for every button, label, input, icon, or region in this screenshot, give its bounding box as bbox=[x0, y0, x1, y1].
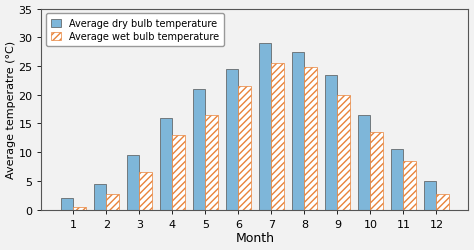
Bar bbox=[424, 181, 437, 210]
Bar bbox=[173, 136, 185, 210]
Bar bbox=[403, 161, 416, 210]
Bar bbox=[193, 90, 205, 210]
Bar bbox=[391, 150, 403, 210]
Bar bbox=[259, 44, 272, 210]
Bar bbox=[94, 184, 107, 210]
Bar bbox=[272, 64, 284, 210]
Bar bbox=[292, 52, 304, 210]
Bar bbox=[127, 156, 139, 210]
Bar bbox=[358, 116, 371, 210]
Bar bbox=[107, 194, 119, 210]
Bar bbox=[238, 87, 251, 210]
Bar bbox=[205, 116, 218, 210]
Bar bbox=[226, 70, 238, 210]
Bar bbox=[371, 132, 383, 210]
Bar bbox=[61, 198, 73, 210]
Bar bbox=[437, 194, 449, 210]
Legend: Average dry bulb temperature, Average wet bulb temperature: Average dry bulb temperature, Average we… bbox=[46, 14, 224, 47]
Bar bbox=[304, 68, 317, 210]
Bar bbox=[337, 95, 350, 210]
Bar bbox=[160, 118, 173, 210]
Bar bbox=[139, 172, 152, 210]
Bar bbox=[325, 75, 337, 210]
Y-axis label: Average temperatre (°C): Average temperatre (°C) bbox=[6, 41, 16, 178]
X-axis label: Month: Month bbox=[236, 232, 274, 244]
Bar bbox=[73, 207, 86, 210]
